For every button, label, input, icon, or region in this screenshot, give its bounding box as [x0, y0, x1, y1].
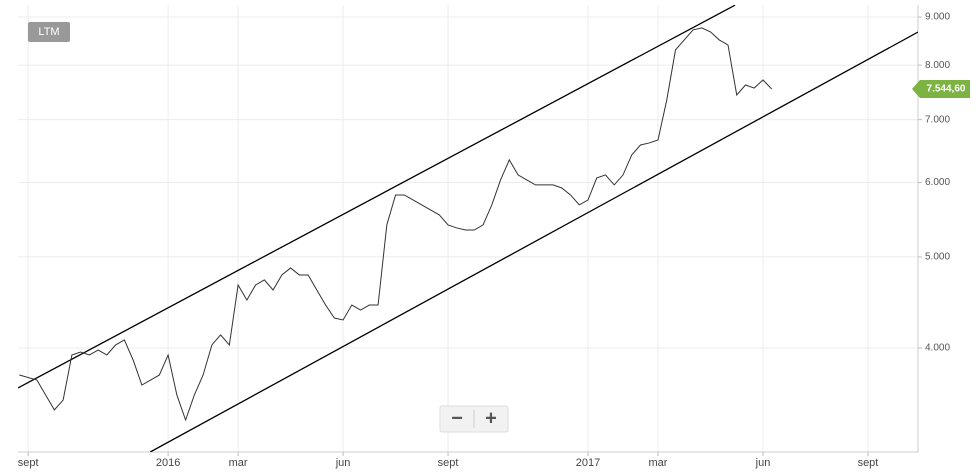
x-tick-label: sept	[858, 457, 879, 469]
zoom-in[interactable]: +	[485, 407, 497, 429]
x-tick-label: sept	[18, 457, 39, 469]
price-line	[19, 27, 773, 422]
y-tick-label: 6.000	[925, 177, 950, 188]
range-button[interactable]	[28, 22, 70, 42]
x-tick-label: 2017	[576, 457, 600, 469]
y-tick-label: 9.000	[925, 12, 950, 23]
labels: 4.000 5.000 6.000 7.000 8.000 9.000 sept 2016 ma…	[18, 12, 970, 469]
plot-area	[18, 5, 918, 452]
last-price-label: 7.544,60	[927, 84, 966, 95]
y-tick-label: 8.000	[925, 60, 950, 71]
y-tick-label: 5.000	[925, 252, 950, 263]
y-tick-label: 4.000	[925, 343, 950, 354]
zoom-out[interactable]: −	[451, 407, 463, 429]
trend-line	[18, 5, 736, 389]
x-tick-label: jun	[755, 457, 771, 469]
last-price-tag	[912, 80, 970, 99]
y-tick-label: 7.000	[925, 114, 950, 125]
range-button-label[interactable]: LTM	[38, 26, 59, 38]
x-tick-label: mar	[649, 457, 668, 469]
x-tick-label: 2016	[156, 457, 180, 469]
x-tick-label: jun	[335, 457, 351, 469]
trend-line	[149, 31, 918, 452]
x-tick-label: mar	[229, 457, 248, 469]
x-tick-label: sept	[438, 457, 459, 469]
